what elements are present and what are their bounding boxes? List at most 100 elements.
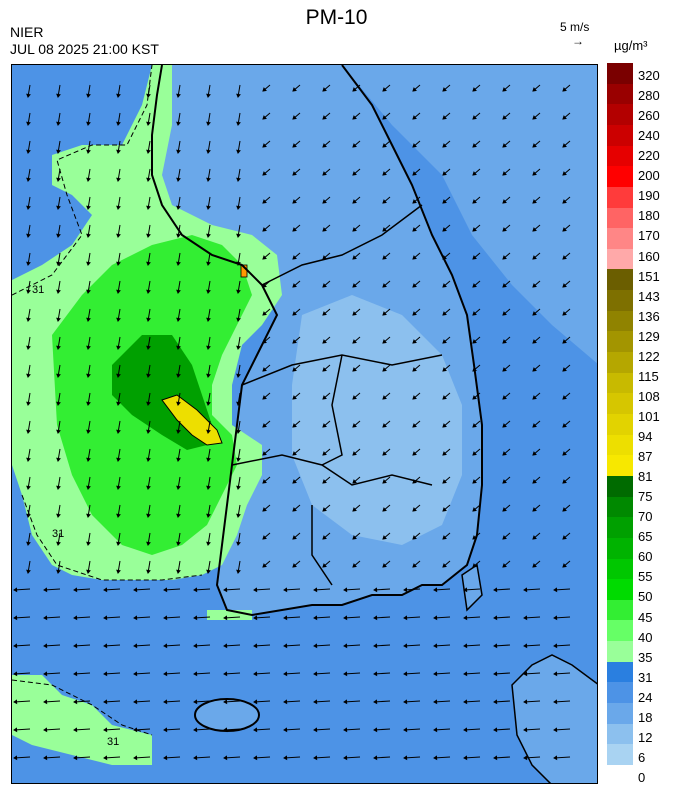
wind-vector-head [352,115,357,120]
wind-vector-head [176,513,181,518]
wind-vector-head [206,317,211,322]
wind-vector-head [26,513,31,518]
wind-vector-head [352,199,357,204]
wind-vector-head [116,121,121,126]
wind-vector-head [412,87,417,92]
wind-vector-head [292,423,297,428]
wind-vector-head [236,177,241,182]
wind-vector-head [176,373,181,378]
wind-vector-head [26,345,31,350]
wind-vector-head [236,121,241,126]
wind-vector-head [442,339,447,344]
wind-vector-head [412,255,417,260]
wind-vector-head [43,699,48,705]
colorbar-swatch [607,414,633,436]
wind-vector-head [352,423,357,428]
colorbar-swatch [607,166,633,188]
wind-vector-head [56,513,61,518]
wind-vector-head [86,401,91,406]
contour-31-north [12,65,153,296]
wind-vector-head [206,541,211,546]
colorbar-swatch [607,661,633,683]
colorbar-tick-label: 75 [638,489,653,505]
wind-vector-head [176,233,181,238]
pm10-map[interactable]: 31 31 31 [11,64,598,784]
wind-vector-head [472,339,477,344]
timestamp-label: JUL 08 2025 21:00 KST [10,41,159,57]
wind-vector-head [146,569,151,574]
wind-vectors [13,84,571,761]
wind-vector-head [463,755,468,761]
colorbar-tick-label: 60 [638,549,653,565]
colorbar-tick-label: 143 [638,288,660,304]
wind-vector-head [292,115,297,120]
wind-vector-head [442,283,447,288]
wind-vector-head [562,311,567,316]
wind-vector-head [382,451,387,456]
wind-vector-head [283,671,288,677]
wind-vector-head [442,311,447,316]
colorbar-swatch [607,228,633,250]
wind-vector-head [352,535,357,540]
colorbar-tick-label: 240 [638,128,660,144]
wind-vector-head [373,643,378,649]
wind-vector-head [502,255,507,260]
wind-vector-head [116,261,121,266]
wind-vector-head [133,671,138,677]
wind-vector-head [292,87,297,92]
wind-vector-head [26,93,31,98]
wind-vector-head [502,451,507,456]
wind-vector-head [262,255,267,260]
wind-vector-head [442,255,447,260]
wind-vector-head [493,727,498,733]
colorbar-swatch [607,207,633,229]
wind-vector-head [163,699,168,705]
wind-vector-head [562,227,567,232]
wind-vector-head [146,233,151,238]
wind-vector-head [223,671,228,677]
colorbar-swatch [607,145,633,167]
wind-vector-head [262,479,267,484]
colorbar-tick-label: 220 [638,148,660,164]
wind-vector-head [382,423,387,428]
wind-vector-head [442,423,447,428]
wind-vector-head [86,317,91,322]
colorbar-swatch [607,558,633,580]
wind-vector-head [442,479,447,484]
wind-vector-head [373,727,378,733]
wind-vector-head [382,339,387,344]
wind-vector-head [103,587,108,593]
wind-vector-head [133,755,138,761]
wind-vector-head [236,373,241,378]
wind-vector-head [463,643,468,649]
colorbar-tick-label: 160 [638,248,660,264]
colorbar-swatch [607,517,633,539]
wind-vector-head [502,87,507,92]
wind-vector-head [433,587,438,593]
wind-vector-head [493,643,498,649]
wind-vector-head [262,227,267,232]
province-border [261,204,423,286]
wind-vector-head [193,671,198,677]
wind-vector-head [146,373,151,378]
wind-scale-label: 5 m/s [560,20,590,34]
wind-vector-head [412,451,417,456]
wind-vector-head [146,177,151,182]
wind-vector-head [253,587,258,593]
colorbar-swatch [607,620,633,642]
wind-vector-head [56,485,61,490]
wind-vector-head [382,87,387,92]
wind-vector-head [13,699,18,705]
wind-vector-head [26,485,31,490]
wind-vector-head [322,479,327,484]
wind-vector-head [412,479,417,484]
wind-vector-head [463,615,468,621]
wind-vector-head [26,261,31,266]
wind-vector-head [532,199,537,204]
wind-vector-head [292,451,297,456]
province-border [321,354,343,466]
wind-vector-head [86,289,91,294]
wind-vector-head [116,93,121,98]
wind-vector-head [412,367,417,372]
wind-vector-head [223,755,228,761]
